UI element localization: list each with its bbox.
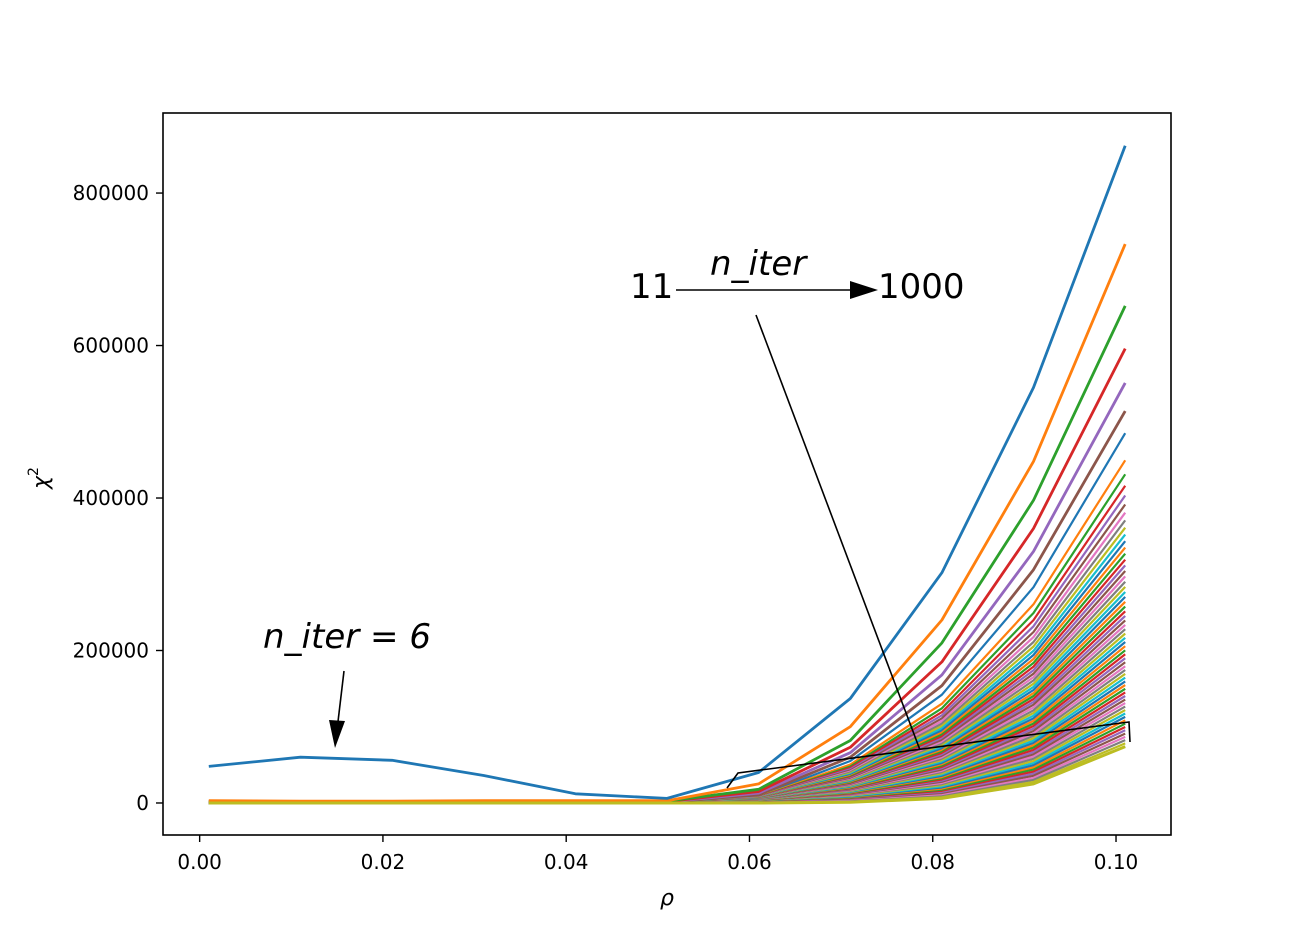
y-tick-label: 600000	[73, 334, 149, 358]
y-tick-label: 400000	[73, 486, 149, 510]
annotation-n-iter-6: n_iter = 6	[263, 617, 431, 657]
y-tick-label: 800000	[73, 181, 149, 205]
annotation-range-arrowhead	[850, 281, 878, 299]
axis-ticks: 0.00 0.02 0.04 0.06 0.08 0.10 0 200000 400000 600…	[73, 181, 1139, 874]
annotation-range-end: 1000	[878, 267, 965, 307]
x-tick-label: 0.10	[1094, 850, 1139, 874]
y-tick-label: 0	[136, 791, 149, 815]
y-axis-label-text: χ	[29, 475, 54, 490]
y-tick-label: 200000	[73, 638, 149, 662]
annotation-arrowhead-n-iter-6	[329, 720, 345, 748]
series-line-0	[208, 145, 1127, 800]
annotation-range-start: 11	[630, 267, 673, 307]
plot-lines	[208, 145, 1127, 805]
annotation-leader-line	[755, 314, 921, 751]
svg-text:χ2: χ2	[26, 467, 54, 490]
x-tick-label: 0.00	[177, 850, 222, 874]
annotation-range-label: n_iter	[710, 244, 808, 284]
series-line-bottom	[208, 745, 1126, 805]
x-tick-label: 0.02	[361, 850, 406, 874]
x-tick-label: 0.08	[910, 850, 955, 874]
x-tick-label: 0.04	[544, 850, 589, 874]
series-line-1	[208, 243, 1127, 803]
annotation-arrow-n-iter-6	[336, 670, 345, 731]
axes-frame	[162, 112, 1172, 836]
annotation-bracket	[726, 721, 1131, 789]
y-axis-label: χ2	[26, 467, 54, 490]
x-axis-label: ρ	[660, 886, 674, 911]
x-tick-label: 0.06	[727, 850, 772, 874]
y-axis-label-superscript: 2	[26, 467, 42, 476]
